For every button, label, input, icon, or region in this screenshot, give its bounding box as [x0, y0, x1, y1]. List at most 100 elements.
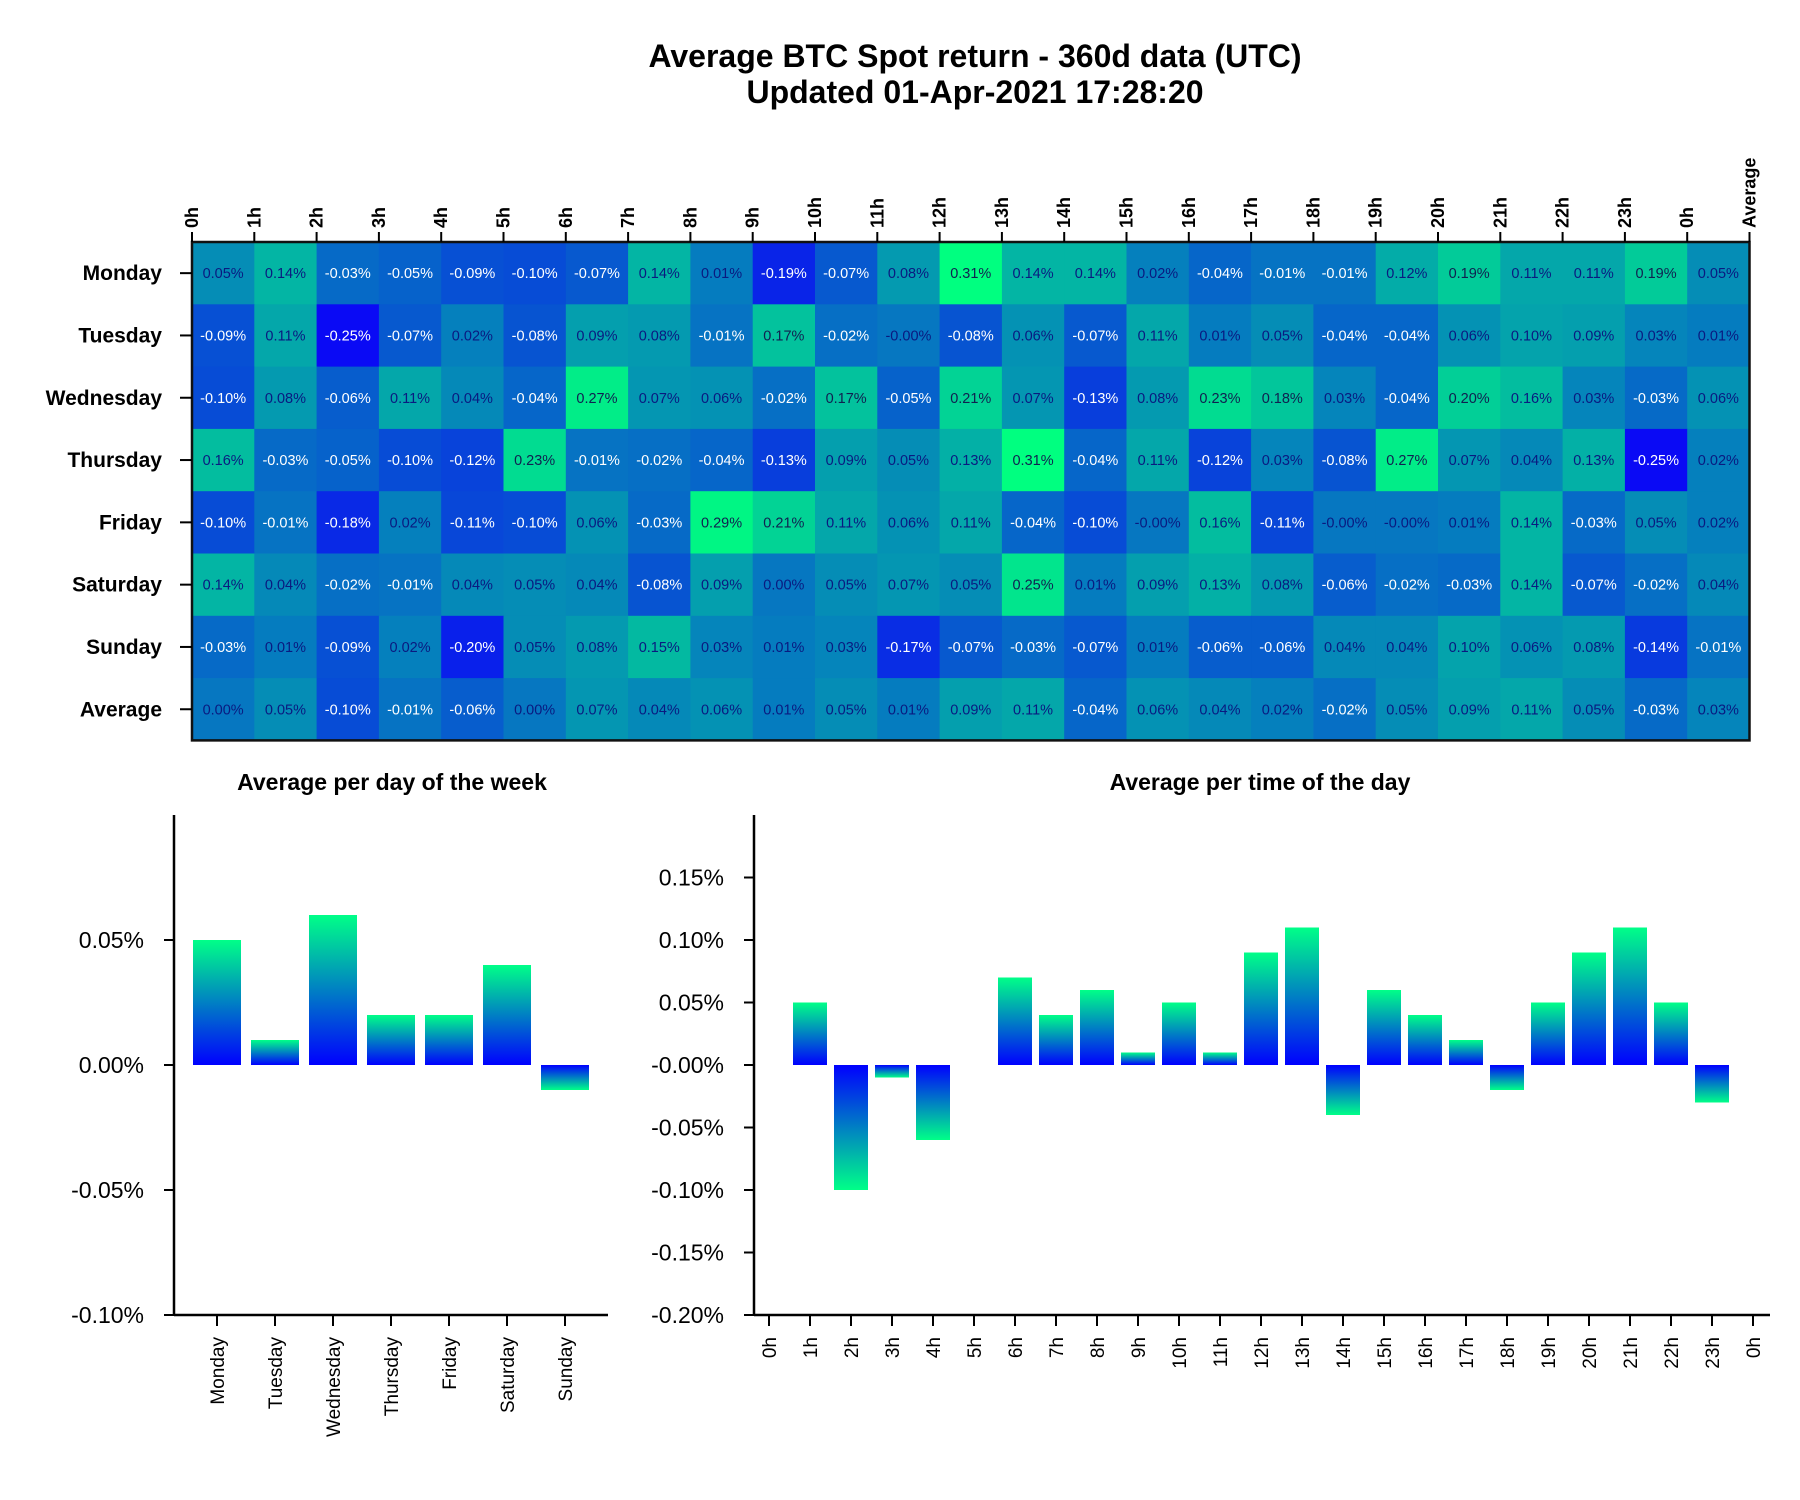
heatmap-cell-label: -0.25%	[325, 328, 371, 344]
heatmap-cell-label: -0.11%	[1260, 515, 1305, 531]
heatmap-cell-label: 0.21%	[763, 515, 804, 531]
time-of-day-bar-chart: Average per time of the day 0.15% 0.10% 0.0…	[651, 769, 1770, 1369]
heatmap-cell	[939, 615, 1003, 679]
heatmap-cell	[316, 553, 380, 617]
heatmap-cell	[1064, 242, 1128, 305]
bar	[251, 1040, 299, 1065]
y-tick-label: -0.10%	[71, 1302, 144, 1328]
y-tick-label: 0.05%	[79, 927, 144, 953]
heatmap-cell	[441, 553, 505, 617]
heatmap-cell-label: -0.06%	[1197, 640, 1243, 656]
heatmap-cell-label: -0.04%	[699, 453, 745, 469]
heatmap-cell-label: 0.19%	[1635, 266, 1676, 282]
bar	[793, 1002, 827, 1065]
heatmap-cell-label: 0.03%	[1324, 391, 1365, 407]
heatmap-cell	[1375, 242, 1439, 305]
heatmap-cell	[1562, 615, 1626, 679]
heatmap-cell-label: -0.18%	[325, 515, 371, 531]
bar	[1080, 990, 1114, 1065]
heatmap-cell	[1500, 304, 1564, 368]
heatmap-row-label: Sunday	[86, 636, 162, 659]
x-tick-label: 19h	[1539, 1337, 1560, 1369]
heatmap-cell	[254, 304, 318, 368]
x-tick-label: 15h	[1375, 1337, 1396, 1369]
heatmap-cell-label: -0.02%	[325, 578, 371, 594]
heatmap-cell	[1313, 304, 1377, 368]
heatmap-cell-label: -0.09%	[200, 328, 246, 344]
heatmap-cell	[1624, 428, 1688, 492]
bar	[1449, 1040, 1483, 1065]
heatmap-cell-label: -0.04%	[1384, 391, 1430, 407]
heatmap-cell	[503, 491, 567, 555]
heatmap-cell	[565, 491, 629, 555]
heatmap-cell-label: -0.03%	[325, 266, 371, 282]
heatmap-col-label: 13h	[992, 197, 1012, 228]
heatmap-cell	[1064, 678, 1128, 741]
heatmap-cell-label: 0.11%	[1511, 702, 1551, 718]
heatmap-col-label: 7h	[618, 207, 638, 228]
heatmap-cell-label: 0.02%	[1698, 515, 1739, 531]
heatmap-cell	[254, 553, 318, 617]
heatmap-cell	[1375, 491, 1439, 555]
heatmap-cell	[939, 678, 1003, 741]
y-tick-label: -0.00%	[651, 1052, 724, 1078]
heatmap-cell	[815, 242, 878, 305]
heatmap-cell	[378, 366, 442, 430]
heatmap-cell	[628, 491, 691, 555]
heatmap-cell-label: 0.13%	[1573, 453, 1614, 469]
heatmap-cell	[1001, 491, 1065, 555]
heatmap-cell	[877, 428, 941, 492]
bar	[916, 1065, 950, 1140]
heatmap-cell	[939, 491, 1003, 555]
main-title: Average BTC Spot return - 360d data (UTC…	[0, 38, 1800, 110]
heatmap-cell-label: 0.14%	[639, 266, 680, 282]
heatmap-cell-label: -0.13%	[761, 453, 807, 469]
heatmap-cell-label: -0.08%	[948, 328, 994, 344]
heatmap-cell	[690, 678, 754, 741]
bar	[309, 915, 357, 1065]
heatmap-cell	[192, 366, 255, 430]
heatmap-cell	[628, 615, 691, 679]
heatmap-cell-label: -0.02%	[1633, 578, 1679, 594]
heatmap-cell	[441, 491, 505, 555]
heatmap-cell	[815, 491, 878, 555]
heatmap-cell	[441, 304, 505, 368]
heatmap-cell	[628, 242, 691, 305]
heatmap-cell-label: 0.13%	[950, 453, 991, 469]
heatmap-cell-label: -0.03%	[636, 515, 682, 531]
heatmap-cell	[1687, 491, 1751, 555]
heatmap-col-label: 14h	[1054, 197, 1074, 228]
heatmap-cell-label: -0.09%	[449, 266, 495, 282]
heatmap-cell-label: 0.01%	[1199, 328, 1240, 344]
heatmap-cell-label: 0.14%	[1012, 266, 1053, 282]
bar	[1572, 952, 1606, 1065]
heatmap-cell-label: 0.04%	[265, 578, 306, 594]
heatmap-cell-label: -0.10%	[512, 266, 558, 282]
heatmap-cell-label: -0.10%	[200, 391, 246, 407]
heatmap-cell	[1624, 366, 1688, 430]
heatmap-row-label: Friday	[99, 511, 162, 534]
heatmap-cell	[1001, 304, 1065, 368]
x-tick-label: Thursday	[382, 1337, 403, 1417]
heatmap-cell	[1313, 491, 1377, 555]
heatmap-cell	[1500, 428, 1564, 492]
heatmap-col-label: 3h	[369, 207, 389, 228]
heatmap-cell	[378, 615, 442, 679]
heatmap-cell-label: -0.13%	[1072, 391, 1118, 407]
heatmap-cell-label: 0.16%	[1199, 515, 1240, 531]
heatmap-cell-label: 0.06%	[1698, 391, 1739, 407]
heatmap-cell-label: 0.07%	[1012, 391, 1053, 407]
heatmap-cell-label: -0.06%	[449, 702, 495, 718]
heatmap-cell	[1188, 553, 1252, 617]
heatmap-cell	[752, 678, 816, 741]
heatmap-cell-label: 0.04%	[1698, 578, 1739, 594]
heatmap-cell	[1251, 678, 1314, 741]
heatmap-cell-label: -0.10%	[512, 515, 558, 531]
heatmap-cell-label: 0.05%	[888, 453, 929, 469]
heatmap-cell	[1313, 553, 1377, 617]
title-line-2: Updated 01-Apr-2021 17:28:20	[746, 74, 1204, 110]
heatmap-cell-label: 0.05%	[1262, 328, 1303, 344]
heatmap-cell-label: 0.06%	[1137, 702, 1178, 718]
y-tick-label: -0.05%	[71, 1177, 144, 1203]
heatmap-cell	[1064, 553, 1128, 617]
